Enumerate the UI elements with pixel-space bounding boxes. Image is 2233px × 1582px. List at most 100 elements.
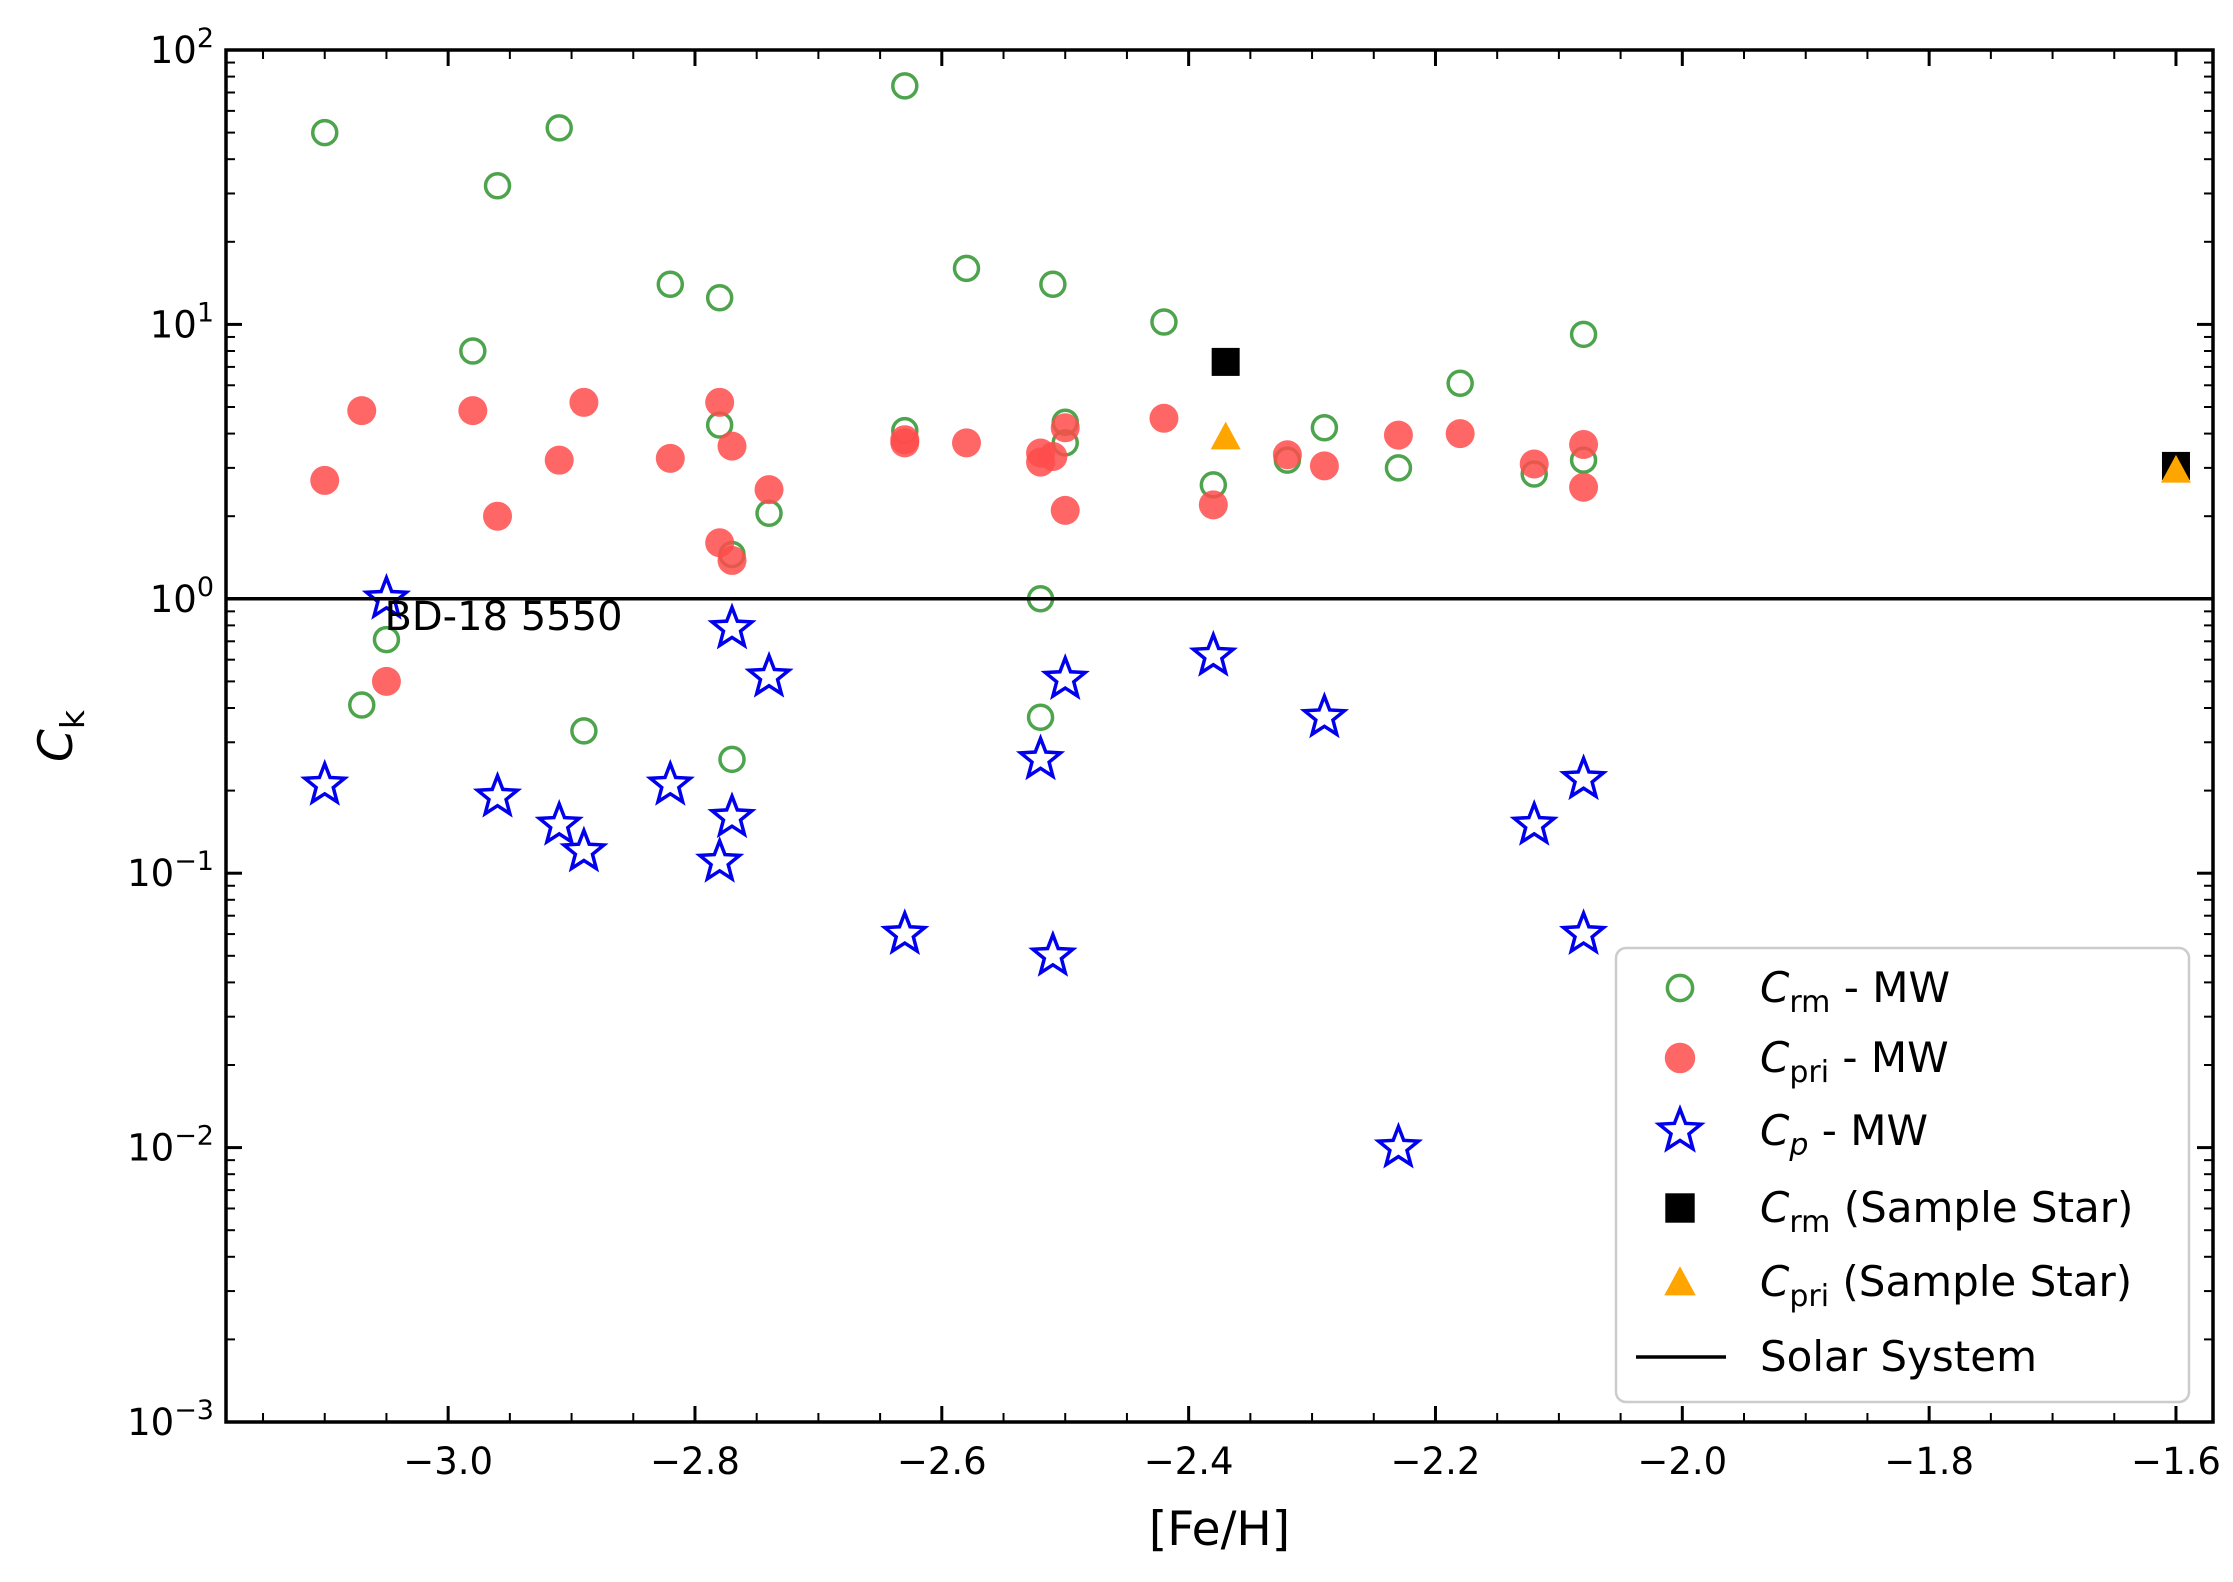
point-filled-circle-1 [347,396,377,426]
point-open-circle-0 [310,118,339,147]
point-filled-circle-8 [705,387,735,417]
point-open-circle-15 [952,254,981,283]
point-open-circle-26 [1446,369,1474,398]
x-tick-label: −1.6 [2131,1440,2221,1483]
point-open-star-8 [707,791,757,839]
point-open-star-12 [1028,929,1078,977]
point-open-star-14 [1188,629,1238,677]
point-open-star-16 [1373,1121,1424,1169]
point-filled-circle-26 [1445,419,1475,449]
point-filled-circle-5 [544,445,574,475]
point-open-star-9 [744,650,794,698]
point-filled-circle-29 [1569,472,1599,502]
point-filled-circle-21 [1149,403,1179,433]
x-tick-label: −2.6 [897,1440,987,1483]
point-filled-circle-28 [1569,430,1599,460]
legend-marker-square [1665,1193,1695,1223]
series-open-star [300,572,1609,1169]
point-open-circle-5 [545,114,573,142]
plot-frame [224,48,2215,1424]
point-filled-circle-19 [1050,413,1080,443]
legend-label-open-star: Cp - MW [1760,1106,1928,1163]
series-filled-circle [310,387,1599,696]
point-open-star-19 [1558,908,1609,955]
point-open-circle-25 [1384,454,1413,482]
series-triangle [1210,421,2191,483]
point-open-circle-2 [372,625,401,654]
point-open-star-3 [534,799,584,846]
x-tick-label: −1.8 [1884,1440,1974,1483]
point-open-circle-28 [1569,320,1598,349]
x-tick-label: −2.4 [1144,1440,1234,1483]
point-filled-circle-25 [1383,420,1413,450]
point-filled-circle-12 [754,475,784,505]
point-open-star-2 [472,770,523,818]
axes: −3.0 −2.8 −2.6 −2.4 −2.2 −2.0 −1.8 −1.6 10−3 10−2… [29,23,2221,1557]
point-filled-circle-4 [483,501,513,531]
point-open-circle-3 [459,337,487,365]
y-tick-label: 10−1 [127,846,214,895]
x-tick-label: −2.2 [1391,1440,1481,1483]
x-tick-label: −2.0 [1637,1440,1727,1483]
legend-marker-open-star [1654,1104,1706,1153]
point-open-circle-18 [1039,270,1067,299]
point-open-circle-8 [705,284,734,312]
point-open-star-6 [695,835,745,883]
point-filled-circle-22 [1198,490,1228,520]
x-axis-label: [Fe/H] [1149,1502,1290,1557]
point-open-star-17 [1509,799,1559,846]
legend-label-solar-system: Solar System [1760,1332,2037,1381]
point-square-0 [1211,347,1240,376]
point-filled-circle-18 [1038,442,1068,472]
point-filled-circle-3 [458,396,488,426]
x-tick-label: −2.8 [650,1440,740,1483]
legend-marker-open-circle [1665,973,1695,1003]
point-open-star-0 [300,758,350,806]
y-tick-label: 100 [150,572,214,621]
y-tick-label: 101 [150,297,214,346]
point-open-circle-24 [1310,414,1339,442]
point-open-star-10 [880,908,930,955]
point-open-circle-6 [570,717,598,745]
point-open-star-15 [1299,691,1350,739]
point-filled-circle-11 [717,545,747,575]
data-marks [300,72,2191,1169]
point-filled-circle-23 [1272,440,1302,470]
point-open-circle-21 [1150,308,1178,336]
legend-label-square: Crm (Sample Star) [1760,1183,2133,1240]
legend-marker-triangle [1664,1266,1696,1296]
point-open-star-11 [1015,733,1066,781]
point-triangle-1 [2160,454,2191,483]
point-open-star-13 [1040,653,1090,700]
point-triangle-0 [1210,421,1241,450]
legend-label-triangle: Cpri (Sample Star) [1760,1257,2132,1314]
point-open-star-1 [361,572,412,620]
y-axis-label: Ck [29,709,92,762]
legend-label-open-circle: Crm - MW [1760,963,1950,1020]
point-filled-circle-7 [655,443,685,473]
point-open-star-7 [707,602,757,650]
point-filled-circle-14 [890,428,920,458]
point-open-circle-7 [656,270,685,299]
point-open-circle-4 [483,172,512,200]
point-filled-circle-20 [1050,495,1080,525]
annotation-label: BD-18 5550 [384,594,622,640]
point-filled-circle-6 [569,387,599,417]
point-filled-circle-24 [1309,451,1339,481]
point-open-star-4 [559,825,609,873]
point-filled-circle-27 [1519,449,1549,479]
point-filled-circle-10 [717,431,747,461]
y-tick-label: 10−2 [127,1121,214,1170]
point-filled-circle-15 [951,428,981,458]
y-tick-label: 102 [150,23,214,72]
point-open-star-5 [645,758,695,806]
point-filled-circle-0 [310,465,340,495]
point-open-circle-1 [348,691,376,719]
x-tick-label: −3.0 [403,1440,493,1483]
point-open-circle-13 [891,72,919,100]
point-open-circle-11 [718,745,746,774]
legend: Crm - MW Cpri - MW Cp - MW Crm (Sample Star… [1614,946,2191,1404]
point-filled-circle-2 [371,666,401,696]
y-tick-label: 10−3 [127,1395,214,1444]
